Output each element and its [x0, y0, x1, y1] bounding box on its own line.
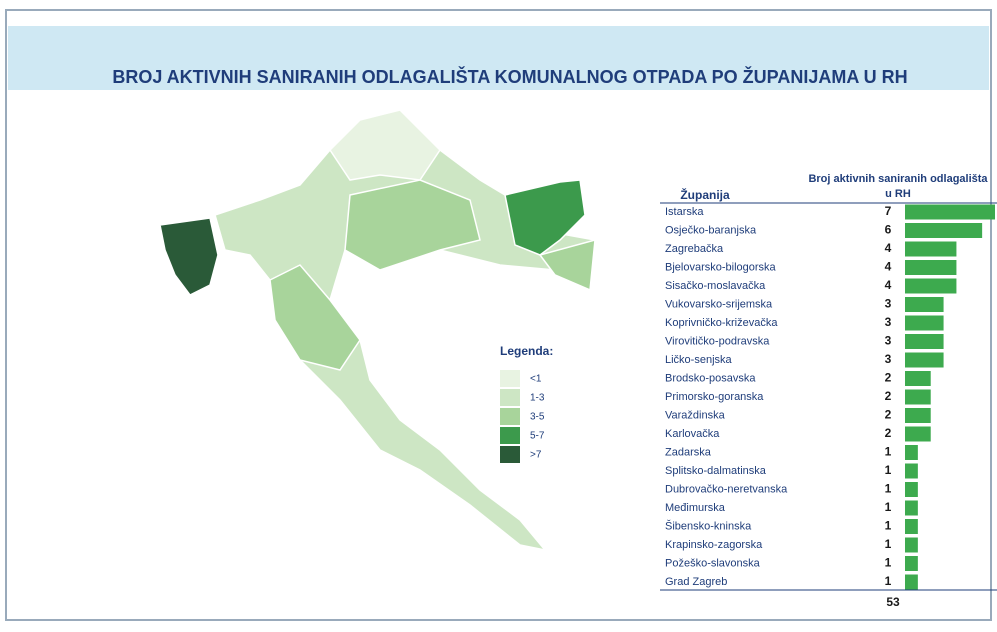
bar	[905, 482, 918, 497]
bar	[905, 426, 931, 442]
map-region	[159, 217, 219, 296]
county-name: Koprivničko-križevačka	[665, 317, 778, 329]
count: 2	[885, 389, 892, 403]
bar	[905, 315, 944, 331]
bar	[905, 223, 983, 238]
county-name: Varaždinska	[665, 409, 726, 421]
map-region	[504, 179, 586, 256]
map	[159, 109, 596, 552]
county-name: Šibensko-kninska	[665, 519, 752, 532]
legend-swatch	[500, 389, 520, 406]
column-header: Broj aktivnih saniranih odlagališta	[808, 173, 988, 185]
count: 2	[885, 426, 892, 440]
county-name: Karlovačka	[665, 428, 720, 440]
legend-swatch	[500, 446, 520, 463]
count: 4	[885, 241, 892, 255]
title-band	[8, 26, 989, 90]
county-name: Zagrebačka	[665, 243, 724, 255]
county-name: Krapinsko-zagorska	[665, 539, 763, 551]
map-region	[269, 264, 361, 371]
map-region	[538, 238, 596, 292]
count: 3	[885, 352, 892, 366]
count: 1	[885, 500, 892, 514]
count: 4	[885, 260, 892, 274]
map-region	[344, 179, 481, 271]
county-name: Splitsko-dalmatinska	[665, 465, 767, 477]
legend-label: >7	[530, 450, 542, 461]
bar	[905, 408, 931, 423]
count: 6	[885, 223, 892, 237]
bar	[905, 241, 957, 257]
legend-title: Legenda:	[500, 344, 553, 358]
count: 1	[885, 556, 892, 570]
bar	[905, 352, 944, 368]
count: 3	[885, 315, 892, 329]
bar	[905, 260, 957, 275]
legend-label: 5-7	[530, 431, 545, 442]
count: 1	[885, 574, 892, 588]
count: 2	[885, 371, 892, 385]
count: 7	[885, 204, 892, 218]
county-name: Požeško-slavonska	[665, 557, 761, 569]
count: 1	[885, 445, 892, 459]
county-name: Ličko-senjska	[665, 354, 733, 366]
bar	[905, 556, 918, 571]
county-name: Dubrovačko-neretvanska	[665, 483, 788, 495]
count: 3	[885, 334, 892, 348]
bar	[905, 500, 918, 516]
bar	[905, 445, 918, 460]
column-header: u RH	[885, 188, 911, 200]
legend-label: 3-5	[530, 412, 545, 423]
bar	[905, 278, 957, 294]
count: 1	[885, 537, 892, 551]
count: 2	[885, 408, 892, 422]
legend-swatch	[500, 370, 520, 387]
county-name: Virovitičko-podravska	[665, 335, 770, 347]
title: BROJ AKTIVNIH SANIRANIH ODLAGALIŠTA KOMU…	[112, 66, 907, 87]
count: 3	[885, 297, 892, 311]
county-name: Bjelovarsko-bilogorska	[665, 261, 777, 273]
county-name: Vukovarsko-srijemska	[665, 298, 773, 310]
legend-swatch	[500, 427, 520, 444]
count: 1	[885, 482, 892, 496]
total: 53	[886, 595, 900, 609]
county-name: Istarska	[665, 206, 704, 218]
bar	[905, 574, 918, 590]
county-name: Međimurska	[665, 502, 726, 514]
bar	[905, 519, 918, 534]
county-name: Primorsko-goranska	[665, 391, 764, 403]
county-name: Zadarska	[665, 446, 712, 458]
count: 1	[885, 463, 892, 477]
count: 4	[885, 278, 892, 292]
bar	[905, 204, 995, 220]
bar	[905, 389, 931, 405]
county-name: Sisačko-moslavačka	[665, 280, 766, 292]
bar	[905, 371, 931, 386]
county-name: Grad Zagreb	[665, 576, 727, 588]
column-header: Županija	[680, 187, 730, 202]
map-region	[329, 109, 441, 181]
bar	[905, 463, 918, 479]
bar	[905, 297, 944, 312]
county-name: Brodsko-posavska	[665, 372, 756, 384]
legend-label: 1-3	[530, 393, 545, 404]
bar	[905, 334, 944, 349]
count: 1	[885, 519, 892, 533]
county-name: Osječko-baranjska	[665, 224, 757, 236]
bar	[905, 537, 918, 553]
legend-swatch	[500, 408, 520, 425]
legend-label: <1	[530, 374, 542, 385]
